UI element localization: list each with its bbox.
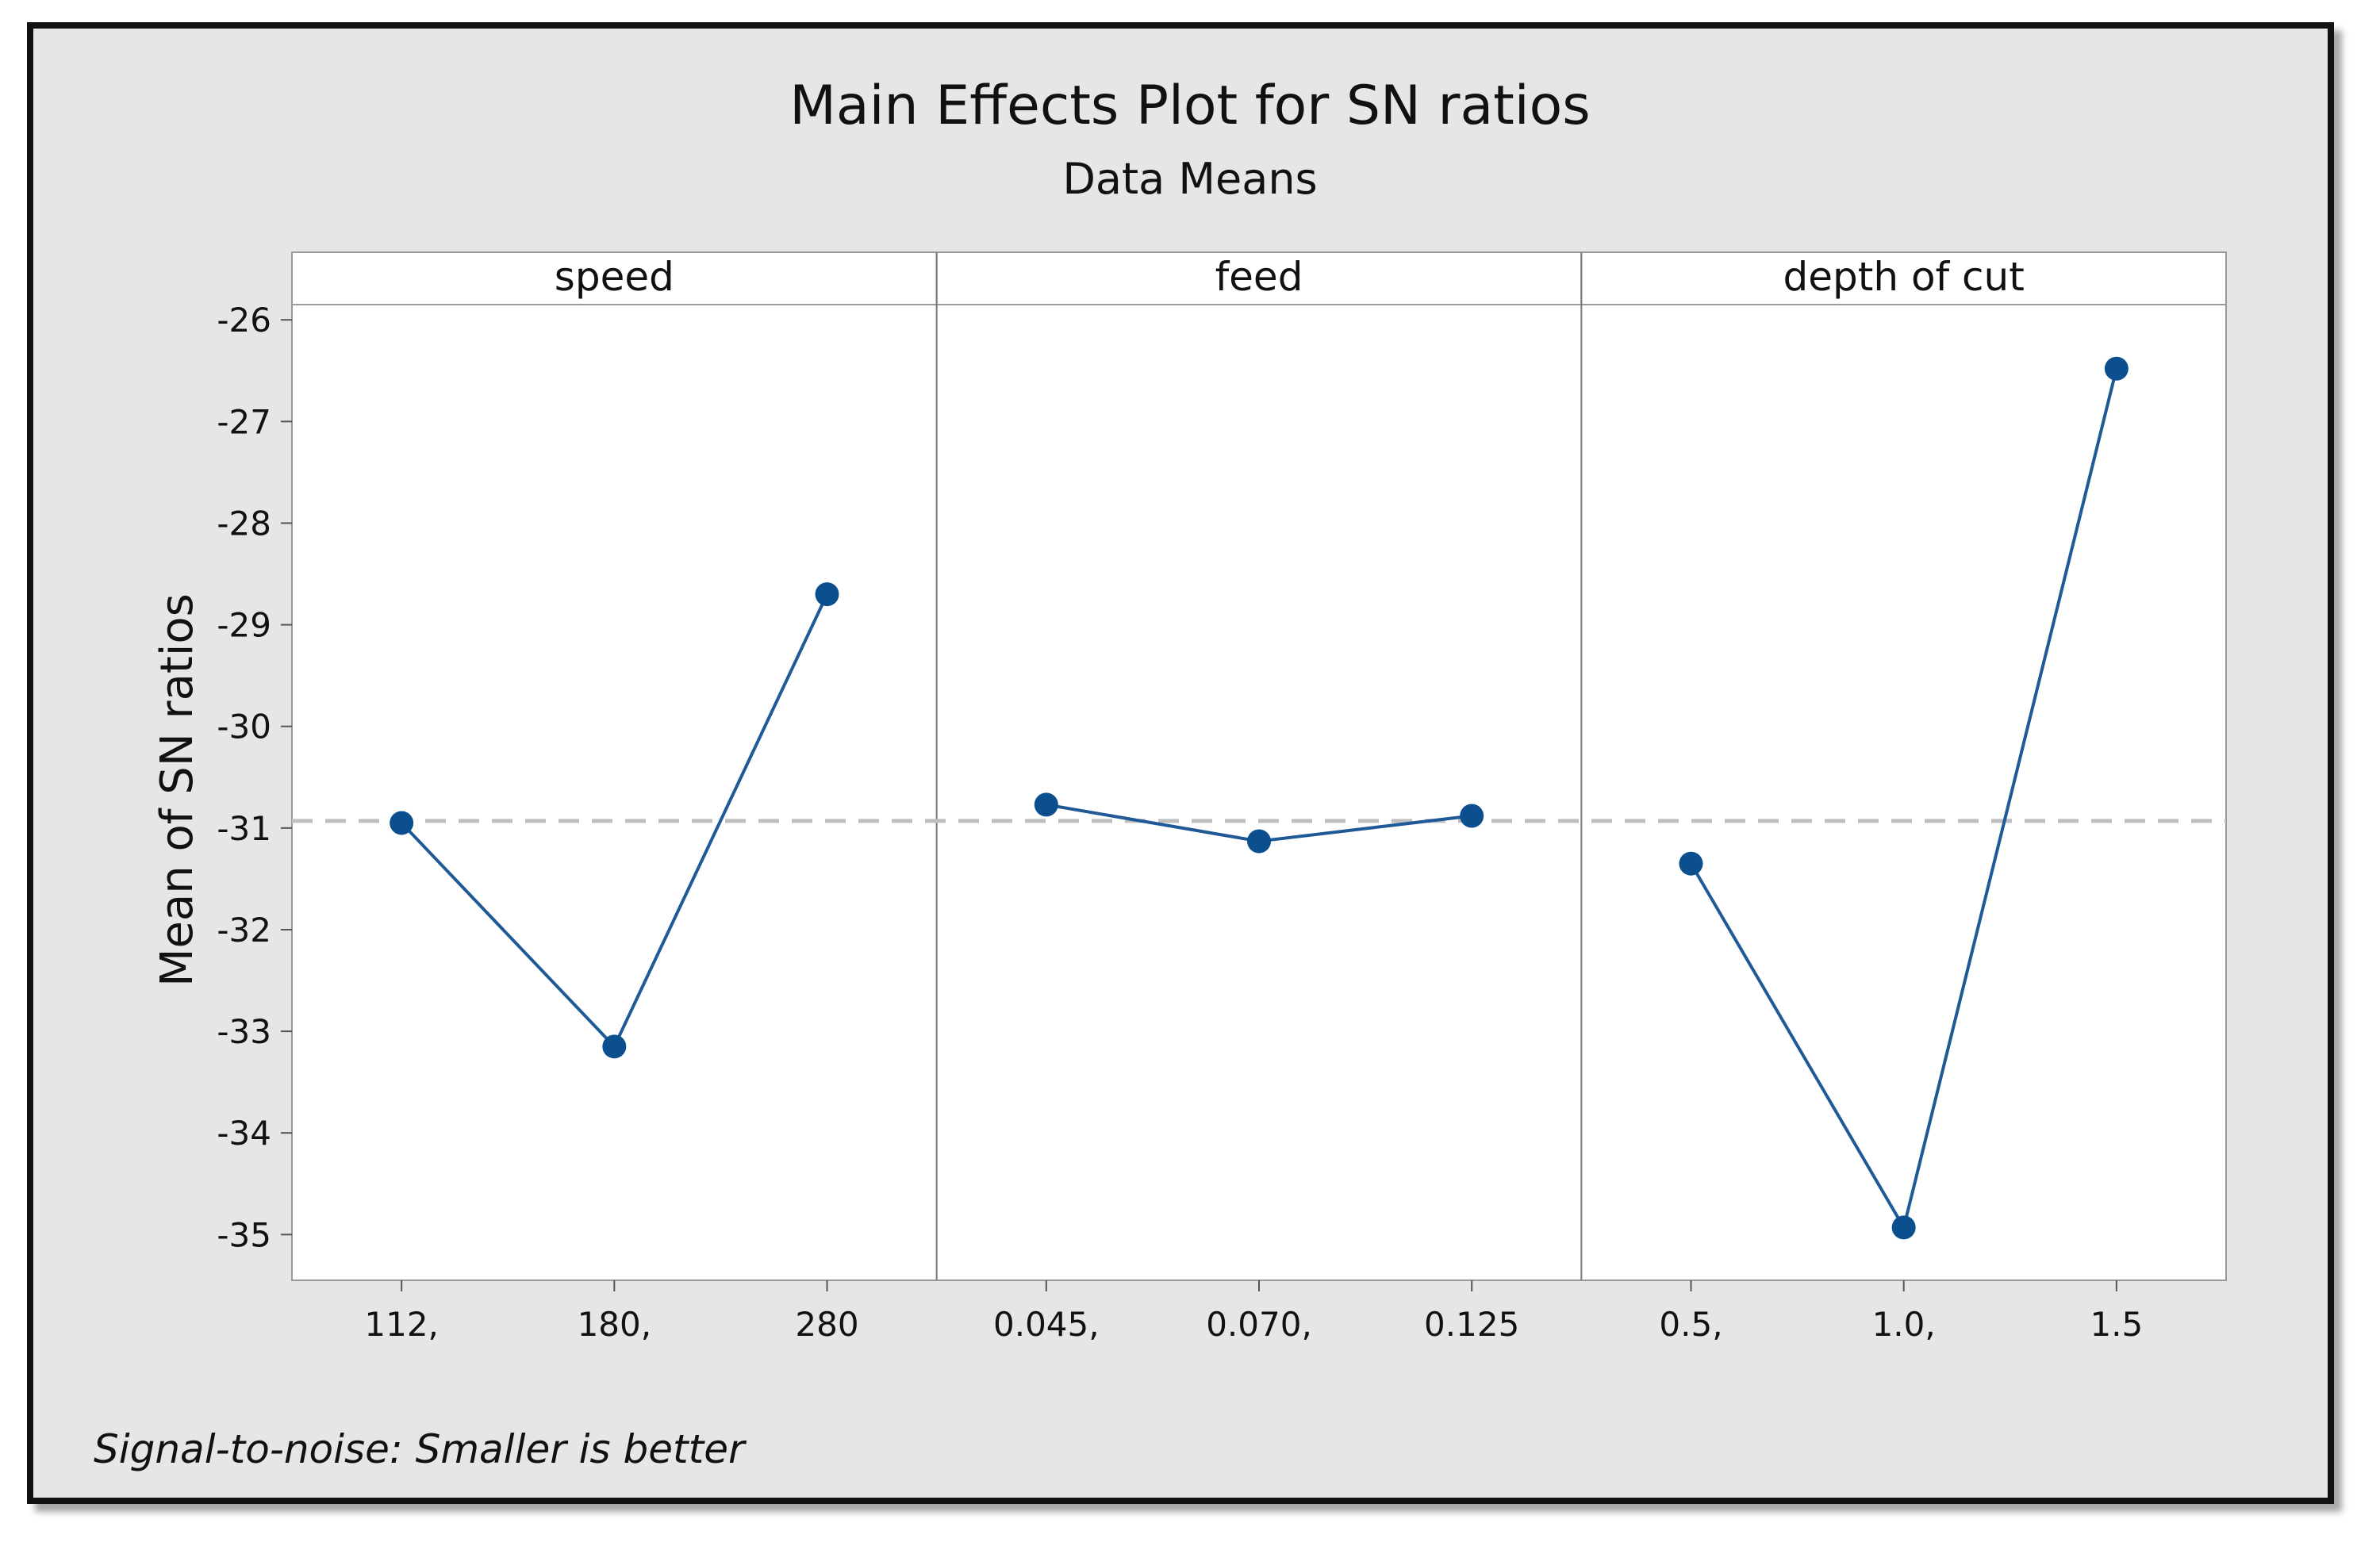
- y-tick-label-4: -30: [217, 708, 271, 746]
- y-tick-label-0: -26: [217, 301, 271, 340]
- data-point-0-2: [815, 582, 839, 607]
- y-tick-label-8: -34: [217, 1114, 271, 1153]
- chart-frame: Main Effects Plot for SN ratios Data Mea…: [27, 22, 2334, 1504]
- footnote: Signal-to-noise: Smaller is better: [94, 1426, 747, 1472]
- panel-label-2: depth of cut: [1783, 254, 2025, 300]
- y-tick-label-9: -35: [217, 1215, 271, 1254]
- y-tick-label-2: -28: [217, 504, 271, 543]
- data-point-2-0: [1679, 851, 1703, 876]
- x-tick-label-1-1: 0.070,: [1206, 1305, 1312, 1344]
- data-point-0-1: [602, 1034, 627, 1059]
- x-tick-label-2-1: 1.0,: [1872, 1305, 1936, 1344]
- y-tick-label-3: -29: [217, 606, 271, 645]
- data-point-2-1: [1891, 1215, 1916, 1240]
- x-tick-label-0-2: 280: [795, 1305, 858, 1344]
- data-point-0-0: [390, 811, 414, 835]
- x-tick-label-2-0: 0.5,: [1659, 1305, 1722, 1344]
- y-axis-label: Mean of SN ratios: [152, 593, 203, 987]
- data-point-1-1: [1247, 829, 1271, 854]
- y-tick-label-6: -32: [217, 911, 271, 950]
- plot-background: [292, 252, 2226, 1280]
- panel-label-1: feed: [1215, 254, 1303, 300]
- data-point-1-0: [1034, 792, 1058, 817]
- x-tick-label-0-1: 180,: [578, 1305, 652, 1344]
- panel-strip-0: [291, 251, 938, 305]
- y-tick-label-5: -31: [217, 809, 271, 848]
- data-point-1-2: [1460, 804, 1484, 828]
- x-tick-label-1-0: 0.045,: [993, 1305, 1100, 1344]
- y-tick-label-7: -33: [217, 1012, 271, 1051]
- panel-strip-1: [935, 251, 1583, 305]
- x-tick-label-0-0: 112,: [364, 1305, 439, 1344]
- data-point-2-2: [2104, 356, 2129, 381]
- x-tick-label-1-2: 0.125: [1424, 1305, 1519, 1344]
- plot-area: speed feed depth of cut -26 -27 -28 -29 -30 -31 -…: [217, 251, 2228, 1344]
- chart-subtitle: Data Means: [1062, 154, 1317, 204]
- y-tick-label-1: -27: [217, 402, 271, 441]
- x-tick-label-2-2: 1.5: [2090, 1305, 2143, 1344]
- panel-label-0: speed: [555, 254, 674, 300]
- chart-title: Main Effects Plot for SN ratios: [789, 75, 1590, 137]
- main-effects-chart: Main Effects Plot for SN ratios Data Mea…: [94, 75, 2228, 1472]
